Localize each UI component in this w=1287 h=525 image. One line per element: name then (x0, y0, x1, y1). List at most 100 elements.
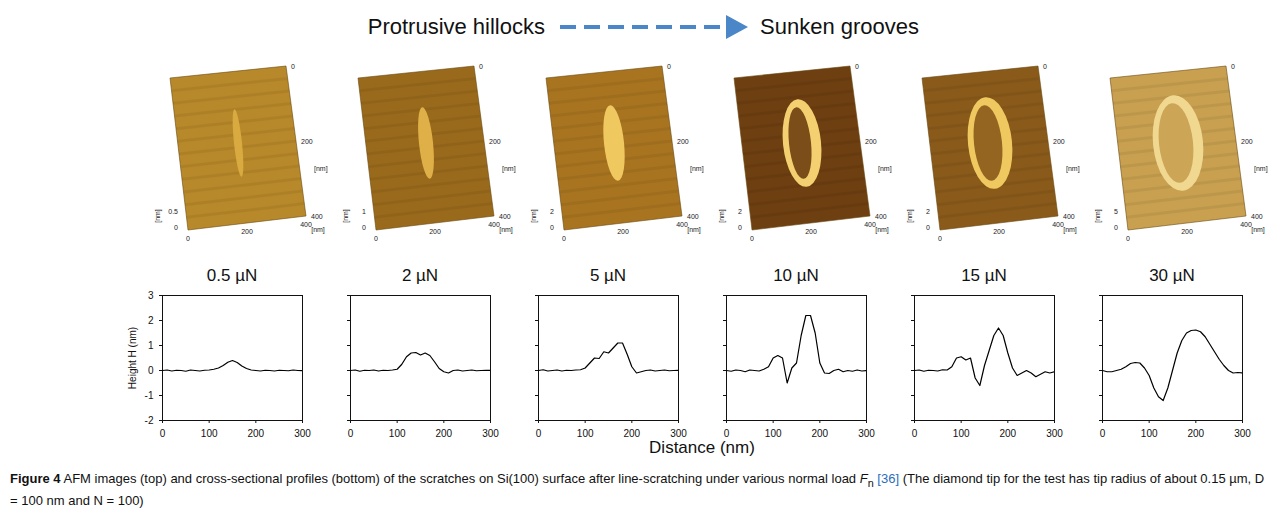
svg-text:200: 200 (1181, 228, 1193, 235)
svg-text:300: 300 (1234, 428, 1251, 439)
svg-text:200: 200 (999, 428, 1016, 439)
svg-text:200: 200 (247, 428, 264, 439)
svg-text:1: 1 (148, 340, 154, 351)
svg-text:200: 200 (301, 138, 313, 145)
svg-text:200: 200 (617, 228, 629, 235)
svg-text:200: 200 (1187, 428, 1204, 439)
svg-text:200: 200 (677, 138, 689, 145)
svg-text:200: 200 (489, 138, 501, 145)
svg-text:[nm]: [nm] (314, 165, 328, 173)
svg-text:Sunken grooves: Sunken grooves (760, 14, 919, 39)
svg-text:0: 0 (724, 428, 730, 439)
svg-text:0: 0 (374, 235, 378, 242)
svg-text:100: 100 (201, 428, 218, 439)
svg-text:-2: -2 (145, 415, 154, 426)
svg-text:0: 0 (1126, 235, 1130, 242)
svg-text:0: 0 (160, 428, 166, 439)
svg-text:[nm]: [nm] (342, 209, 350, 223)
svg-text:0: 0 (291, 63, 295, 70)
svg-text:0: 0 (550, 224, 554, 231)
svg-text:0: 0 (912, 428, 918, 439)
svg-text:[nm]: [nm] (875, 226, 889, 234)
svg-text:3: 3 (148, 290, 154, 301)
svg-text:200: 200 (1053, 138, 1065, 145)
svg-text:200: 200 (429, 228, 441, 235)
svg-text:400: 400 (1240, 221, 1252, 228)
svg-text:[nm]: [nm] (530, 209, 538, 223)
svg-text:[nm]: [nm] (687, 226, 701, 234)
svg-text:0: 0 (1114, 224, 1118, 231)
svg-text:[nm]: [nm] (502, 165, 516, 173)
svg-text:400: 400 (499, 213, 511, 220)
svg-text:[nm]: [nm] (878, 165, 892, 173)
svg-text:[nm]: [nm] (499, 226, 513, 234)
svg-text:[nm]: [nm] (1094, 209, 1102, 223)
svg-text:0: 0 (1100, 428, 1106, 439)
svg-text:0: 0 (362, 224, 366, 231)
svg-text:Protrusive hillocks: Protrusive hillocks (368, 14, 545, 39)
svg-text:300: 300 (482, 428, 499, 439)
html-text:Figure 4 AFM images (top) and: Figure 4 AFM images (top) and cross-sect… (10, 471, 1265, 508)
svg-text:0: 0 (667, 63, 671, 70)
svg-text:0: 0 (479, 63, 483, 70)
svg-text:200: 200 (993, 228, 1005, 235)
svg-text:0: 0 (536, 428, 542, 439)
svg-text:300: 300 (858, 428, 875, 439)
svg-text:400: 400 (676, 221, 688, 228)
svg-text:0: 0 (938, 235, 942, 242)
svg-text:300: 300 (1046, 428, 1063, 439)
svg-text:2: 2 (550, 208, 554, 215)
svg-text:200: 200 (241, 228, 253, 235)
svg-text:[nm]: [nm] (1251, 226, 1265, 234)
svg-text:200: 200 (435, 428, 452, 439)
svg-text:300: 300 (670, 428, 687, 439)
svg-text:100: 100 (389, 428, 406, 439)
svg-text:400: 400 (311, 213, 323, 220)
svg-text:400: 400 (488, 221, 500, 228)
svg-text:0: 0 (855, 63, 859, 70)
svg-text:400: 400 (687, 213, 699, 220)
svg-text:400: 400 (1063, 213, 1075, 220)
svg-text:0: 0 (926, 224, 930, 231)
svg-text:400: 400 (300, 221, 312, 228)
svg-text:0: 0 (348, 428, 354, 439)
svg-text:0: 0 (562, 235, 566, 242)
svg-text:400: 400 (1251, 213, 1263, 220)
svg-text:[nm]: [nm] (906, 209, 914, 223)
svg-text:2: 2 (148, 315, 154, 326)
svg-text:[nm]: [nm] (311, 226, 325, 234)
svg-text:Height H (nm): Height H (nm) (127, 327, 138, 389)
svg-text:1: 1 (362, 208, 366, 215)
svg-text:200: 200 (623, 428, 640, 439)
svg-text:0: 0 (750, 235, 754, 242)
svg-text:-1: -1 (145, 390, 154, 401)
svg-text:2: 2 (738, 208, 742, 215)
svg-text:100: 100 (765, 428, 782, 439)
svg-text:200: 200 (1241, 138, 1253, 145)
svg-text:0: 0 (1043, 63, 1047, 70)
svg-text:0: 0 (1231, 63, 1235, 70)
svg-text:0: 0 (148, 365, 154, 376)
svg-text:[nm]: [nm] (154, 209, 162, 223)
svg-text:[nm]: [nm] (1063, 226, 1077, 234)
svg-text:200: 200 (865, 138, 877, 145)
svg-text:[nm]: [nm] (718, 209, 726, 223)
svg-text:5: 5 (1114, 208, 1118, 215)
svg-text:400: 400 (864, 221, 876, 228)
svg-text:[nm]: [nm] (690, 165, 704, 173)
svg-text:0: 0 (738, 224, 742, 231)
svg-text:100: 100 (577, 428, 594, 439)
svg-text:200: 200 (811, 428, 828, 439)
svg-text:100: 100 (1141, 428, 1158, 439)
svg-text:400: 400 (1052, 221, 1064, 228)
svg-text:0.5: 0.5 (168, 208, 178, 215)
svg-text:0: 0 (174, 224, 178, 231)
svg-text:100: 100 (953, 428, 970, 439)
svg-text:200: 200 (805, 228, 817, 235)
svg-text:300: 300 (294, 428, 311, 439)
svg-text:2: 2 (926, 208, 930, 215)
svg-text:0: 0 (186, 235, 190, 242)
svg-text:400: 400 (875, 213, 887, 220)
svg-text:[nm]: [nm] (1066, 165, 1080, 173)
svg-text:[nm]: [nm] (1254, 165, 1268, 173)
